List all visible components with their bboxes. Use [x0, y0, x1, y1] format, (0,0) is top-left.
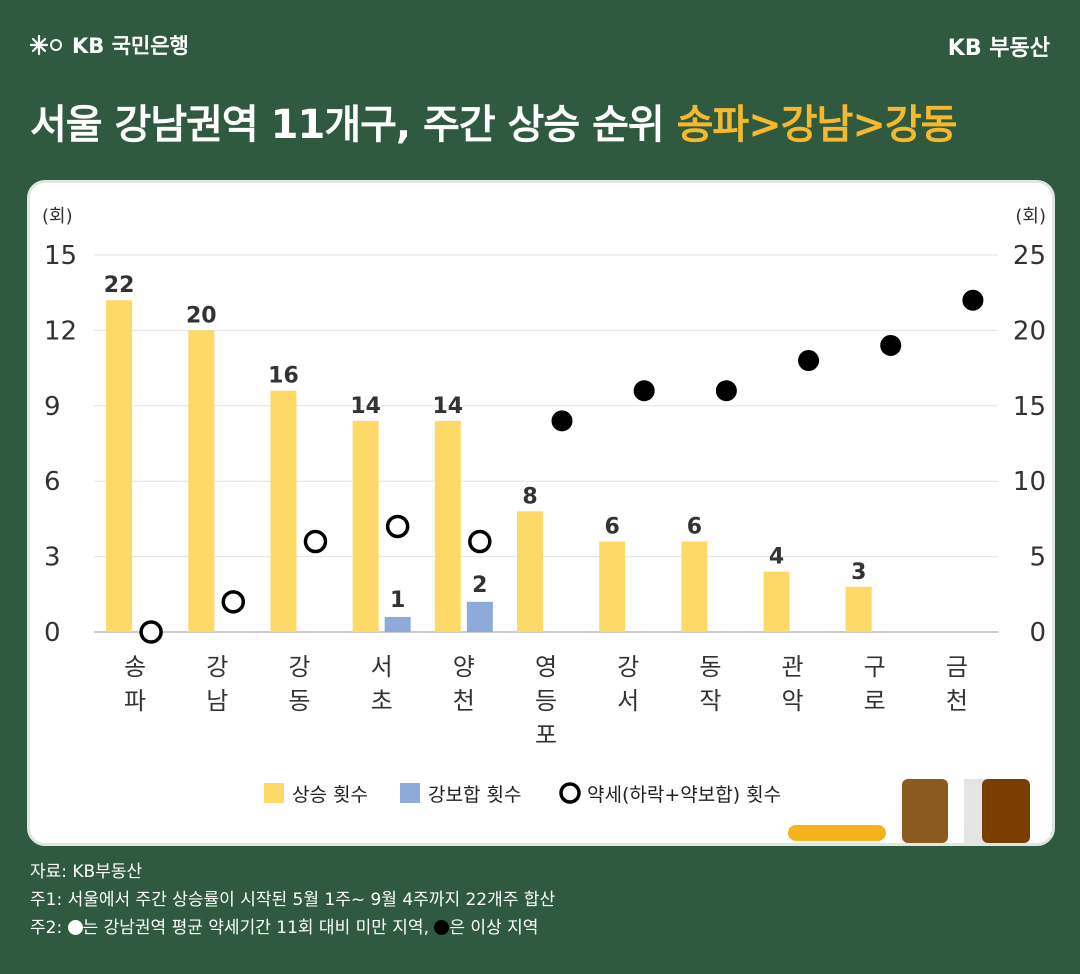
category-label: 천	[453, 687, 475, 715]
category-label: 관	[781, 653, 803, 681]
rise-bar-label: 14	[433, 394, 464, 419]
left-tick-label: 15	[44, 241, 77, 271]
bar-chart: (회) (회)03691215051015202522송파20강남16강동141서…	[42, 206, 1046, 843]
rise-bar-label: 3	[851, 560, 866, 585]
legend-label-weak: 약세(하락+약보합) 횟수	[587, 784, 781, 806]
source-note: 자료: KB부동산	[30, 862, 143, 882]
category-label: 천	[946, 687, 968, 715]
weak-marker	[798, 350, 820, 372]
chart-card: (회) (회) 0 3 6 9 12 15 0 5 10 15 20 25 22 송 파 20 강 남 16 강 동 14 1 서…	[27, 180, 1055, 846]
footnotes: 자료: KB부동산 주1: 서울에서 주간 상승률이 시작된 5월 1주~ 9월…	[30, 858, 555, 942]
note-1: 주1: 서울에서 주간 상승률이 시작된 5월 1주~ 9월 4주까지 22개주…	[30, 890, 556, 910]
legend-label-rise: 상승 횟수	[292, 784, 368, 806]
category-label: 양	[453, 653, 475, 681]
weak-marker	[633, 380, 655, 402]
kb-realestate-logo: KB 부동산	[947, 36, 1050, 61]
legend-swatch-rise	[264, 783, 284, 803]
rise-bar	[106, 300, 133, 632]
left-tick-label: 3	[44, 543, 61, 573]
rise-bar	[763, 571, 790, 632]
right-tick-label: 10	[1013, 467, 1046, 497]
category-label: 작	[699, 687, 721, 715]
rise-bar-label: 6	[687, 515, 702, 540]
category-label: 서	[371, 653, 393, 681]
white-dot-icon	[67, 920, 83, 935]
left-tick-label: 12	[44, 316, 77, 346]
category-label: 포	[535, 721, 557, 749]
weak-marker	[551, 410, 573, 432]
rise-bar	[681, 541, 708, 632]
rise-bar	[352, 420, 379, 632]
right-tick-label: 25	[1013, 241, 1046, 271]
book-pages	[964, 779, 986, 843]
category-label: 송	[124, 653, 146, 681]
book-cover-right	[982, 779, 1030, 843]
kb-kookmin-logo: KB 국민은행	[30, 30, 189, 60]
flat-bar	[384, 616, 411, 632]
left-tick-label: 9	[44, 392, 61, 422]
right-axis-unit: (회)	[1015, 206, 1046, 227]
category-label: 강	[617, 653, 639, 681]
category-label: 악	[781, 687, 803, 715]
category-label: 초	[371, 687, 393, 715]
left-axis-unit: (회)	[42, 206, 73, 227]
weak-marker	[221, 590, 246, 614]
weak-marker	[468, 529, 492, 554]
weak-marker	[139, 620, 163, 644]
flat-bar-label: 2	[472, 573, 487, 598]
flat-bar	[466, 601, 493, 632]
title-main: 서울 강남권역 11개구, 주간 상승 순위	[30, 102, 677, 148]
rise-bar-label: 14	[350, 394, 381, 419]
rise-bar-label: 20	[186, 303, 217, 328]
legend-label-flat: 강보합 횟수	[428, 784, 521, 806]
rise-bar	[434, 420, 461, 632]
note-2: 주2: 는 강남권역 평균 약세기간 11회 대비 미만 지역, 은 이상 지역	[30, 918, 539, 938]
category-label: 구	[864, 653, 886, 681]
weak-marker	[385, 514, 410, 539]
rise-bar-label: 8	[522, 484, 537, 509]
rise-bar-label: 22	[104, 273, 135, 298]
category-label: 동	[288, 687, 310, 715]
left-tick-label: 6	[44, 467, 61, 497]
rise-bar-label: 16	[268, 364, 299, 389]
category-label: 동	[699, 653, 721, 681]
category-label: 남	[206, 687, 228, 715]
category-label: 강	[206, 653, 228, 681]
legend-swatch-flat	[400, 783, 420, 803]
category-label: 파	[124, 687, 146, 715]
category-label: 금	[946, 653, 968, 681]
flat-bar-label: 1	[390, 588, 405, 613]
title-highlight: 송파>강남>강동	[676, 102, 958, 148]
pencil-decoration	[788, 825, 886, 841]
rise-bar	[517, 511, 543, 632]
right-tick-label: 0	[1029, 618, 1046, 648]
category-label: 서	[617, 687, 639, 715]
rise-bar	[599, 541, 626, 632]
book-cover-left	[902, 779, 948, 843]
black-dot-icon	[434, 920, 450, 935]
kb-star-icon	[30, 34, 62, 56]
legend-marker-weak	[559, 782, 581, 804]
weak-marker	[880, 334, 902, 356]
right-tick-label: 5	[1029, 543, 1046, 573]
rise-bar	[270, 390, 297, 632]
rise-bar	[845, 586, 872, 632]
left-logo-text: KB 국민은행	[72, 34, 189, 58]
rise-bar	[188, 330, 215, 632]
category-label: 로	[864, 687, 886, 715]
weak-marker	[303, 529, 328, 554]
page-title: 서울 강남권역 11개구, 주간 상승 순위 송파>강남>강동	[30, 92, 958, 150]
right-tick-label: 15	[1013, 392, 1046, 422]
category-label: 영	[535, 653, 557, 681]
rise-bar-label: 4	[769, 545, 784, 570]
category-label: 강	[288, 653, 310, 681]
weak-marker	[962, 289, 984, 311]
category-label: 등	[535, 687, 557, 715]
weak-marker	[715, 380, 737, 402]
rise-bar-label: 6	[605, 515, 620, 540]
left-tick-label: 0	[44, 618, 61, 648]
right-tick-label: 20	[1013, 316, 1046, 346]
